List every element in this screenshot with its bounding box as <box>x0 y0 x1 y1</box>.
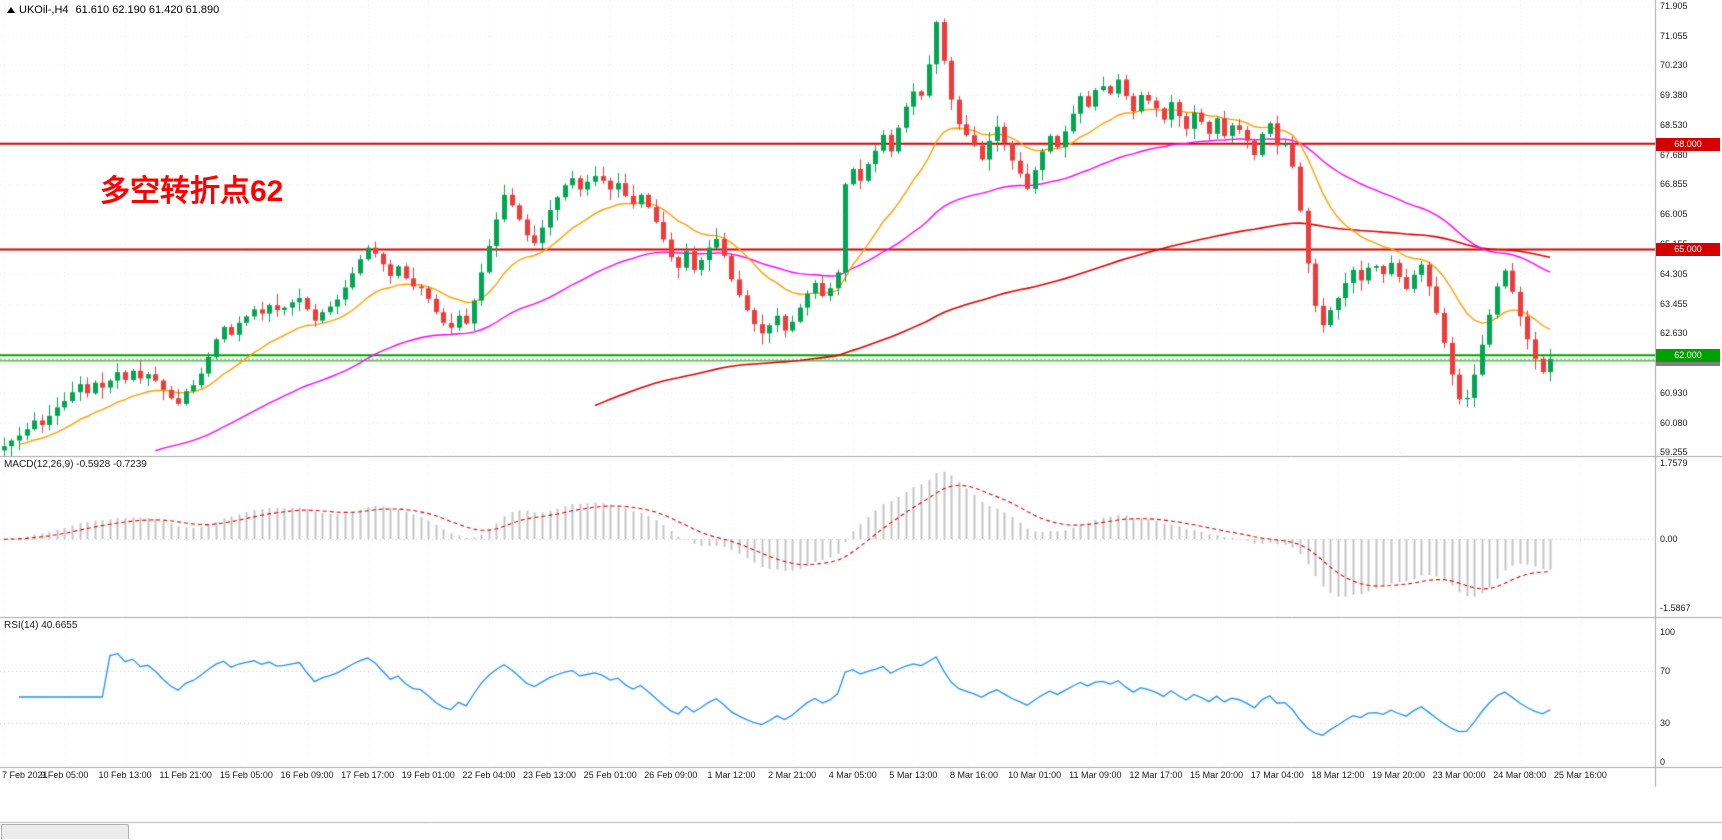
time-tick-label: 2 Mar 21:00 <box>768 770 817 780</box>
time-tick-label: 11 Feb 21:00 <box>159 770 212 780</box>
price-tick-label: 64.305 <box>1660 268 1688 279</box>
price-line-badge: 62.000 <box>1656 349 1720 363</box>
time-tick-label: 23 Feb 13:00 <box>523 770 577 780</box>
macd-axis-label: 0.00 <box>1660 534 1678 545</box>
time-tick-label: 26 Feb 09:00 <box>644 770 698 780</box>
time-tick-label: 19 Mar 20:00 <box>1371 770 1426 780</box>
price-tick-label: 71.905 <box>1660 1 1688 11</box>
rsi-indicator-label: RSI(14) 40.6655 <box>4 620 78 631</box>
time-tick-label: 12 Mar 17:00 <box>1129 770 1183 780</box>
time-tick-label: 4 Mar 05:00 <box>828 770 877 780</box>
time-tick-label: 15 Feb 05:00 <box>219 770 273 780</box>
macd-axis-label: 1.7579 <box>1660 458 1688 468</box>
time-tick-label: 25 Mar 16:00 <box>1553 770 1607 780</box>
time-tick-label: 11 Mar 09:00 <box>1069 770 1122 780</box>
time-tick-label: 7 Feb 2021 <box>2 770 48 780</box>
time-tick-label: 9 Feb 05:00 <box>40 770 89 780</box>
symbol-info: UKOil-,H4 61.610 62.190 61.420 61.890 <box>7 4 219 16</box>
price-tick-label: 66.005 <box>1660 209 1688 220</box>
rsi-axis-label: 70 <box>1660 666 1671 676</box>
symbol-name: UKOil-,H4 <box>19 4 69 16</box>
rsi-axis-label: 100 <box>1660 627 1676 637</box>
time-tick-label: 16 Feb 09:00 <box>280 770 334 780</box>
time-tick-label: 10 Feb 13:00 <box>98 770 152 780</box>
time-tick-label: 23 Mar 00:00 <box>1432 770 1486 780</box>
price-tick-label: 69.380 <box>1660 90 1688 101</box>
time-tick-label: 10 Mar 01:00 <box>1008 770 1062 780</box>
price-tick-label: 66.855 <box>1660 179 1688 190</box>
time-tick-label: 25 Feb 01:00 <box>583 770 637 780</box>
price-tick-label: 62.630 <box>1660 328 1688 338</box>
macd-indicator-label: MACD(12,26,9) -0.5928 -0.7239 <box>4 459 147 470</box>
time-tick-label: 22 Feb 04:00 <box>462 770 516 780</box>
price-tick-label: 60.080 <box>1660 417 1688 428</box>
time-tick-label: 19 Feb 01:00 <box>401 770 455 780</box>
ohlc-values: 61.610 62.190 61.420 61.890 <box>75 4 220 16</box>
price-tick-label: 70.230 <box>1660 60 1688 71</box>
macd-axis-label: -1.5867 <box>1660 603 1691 613</box>
chart-tab[interactable] <box>1 824 129 839</box>
time-tick-label: 5 Mar 13:00 <box>889 770 938 780</box>
time-tick-label: 15 Mar 20:00 <box>1190 770 1244 780</box>
price-line-badge: 68.000 <box>1656 137 1720 151</box>
price-line-badge: 65.000 <box>1656 243 1720 257</box>
price-tick-label: 59.255 <box>1660 447 1688 457</box>
symbol-marker-icon <box>7 7 15 13</box>
time-tick-label: 17 Mar 04:00 <box>1250 770 1304 780</box>
rsi-axis-label: 0 <box>1660 757 1666 767</box>
price-tick-label: 60.930 <box>1660 387 1688 398</box>
time-tick-label: 18 Mar 12:00 <box>1311 770 1365 780</box>
price-tick-label: 71.055 <box>1660 30 1688 41</box>
time-tick-label: 24 Mar 08:00 <box>1493 770 1547 780</box>
time-tick-label: 17 Feb 17:00 <box>341 770 395 780</box>
time-tick-label: 8 Mar 16:00 <box>950 770 999 780</box>
annotation-text: 多空转折点62 <box>100 175 284 208</box>
price-tick-label: 63.455 <box>1660 298 1688 309</box>
rsi-axis-label: 30 <box>1660 718 1671 728</box>
time-tick-label: 1 Mar 12:00 <box>707 770 756 780</box>
price-tick-label: 67.680 <box>1660 149 1688 160</box>
price-tick-label: 68.530 <box>1660 119 1688 130</box>
